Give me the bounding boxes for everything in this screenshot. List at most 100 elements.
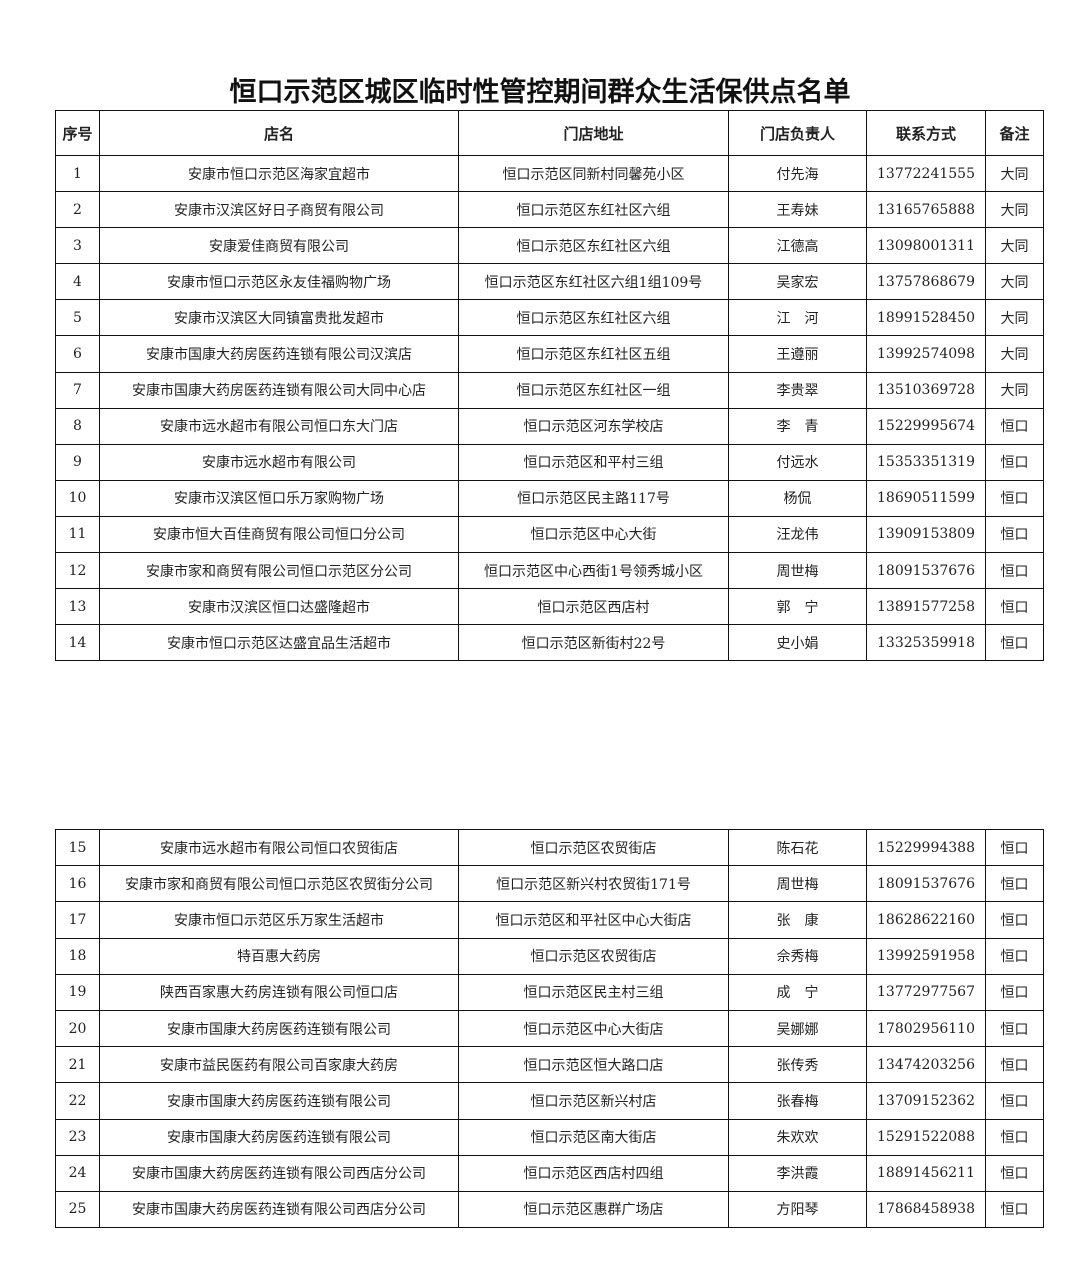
table-cell: 李贵翠 <box>728 371 867 409</box>
table-cell: 恒口 <box>985 865 1044 903</box>
table-cell: 佘秀梅 <box>728 937 867 975</box>
table-cell: 大同 <box>985 227 1044 265</box>
table-cell: 恒口示范区西店村四组 <box>458 1154 729 1192</box>
table-cell: 江 河 <box>728 299 867 337</box>
table-cell: 13909153809 <box>866 515 986 554</box>
table-cell: 恒口示范区新街村22号 <box>458 624 729 662</box>
table-cell: 恒口示范区新兴村农贸街171号 <box>458 865 729 903</box>
table-cell: 恒口示范区中心大街店 <box>458 1009 729 1048</box>
table-cell: 17802956110 <box>866 1009 986 1048</box>
table-cell: 16 <box>55 865 100 903</box>
table-cell: 25 <box>55 1190 100 1229</box>
table-row: 25 安康市国康大药房医药连锁有限公司西店分公司 恒口示范区惠群广场店 方阳琴 1786… <box>55 1190 1044 1229</box>
table-cell: 安康市汉滨区好日子商贸有限公司 <box>99 191 459 229</box>
table-row: 20 安康市国康大药房医药连锁有限公司 恒口示范区中心大街店 吴娜娜 178029561… <box>55 1009 1044 1048</box>
header-cell: 门店地址 <box>458 110 729 156</box>
table-cell: 恒口示范区和平社区中心大街店 <box>458 901 729 939</box>
table-cell: 恒口 <box>985 1046 1044 1084</box>
table-cell: 21 <box>55 1046 100 1084</box>
table-cell: 18991528450 <box>866 299 986 337</box>
table-cell: 安康市家和商贸有限公司恒口示范区分公司 <box>99 552 459 590</box>
table-cell: 安康市国康大药房医药连锁有限公司西店分公司 <box>99 1190 459 1229</box>
table-cell: 15291522088 <box>866 1118 986 1156</box>
table-cell: 恒口 <box>985 407 1044 445</box>
table-cell: 恒口 <box>985 901 1044 939</box>
table-row: 12 安康市家和商贸有限公司恒口示范区分公司 恒口示范区中心西街1号领秀城小区 周世梅… <box>55 552 1044 590</box>
table-cell: 20 <box>55 1009 100 1048</box>
table-cell: 安康市恒口示范区乐万家生活超市 <box>99 901 459 939</box>
table-cell: 李洪霞 <box>728 1154 867 1192</box>
table-cell: 恒口示范区西店村 <box>458 588 729 626</box>
table-row: 10 安康市汉滨区恒口乐万家购物广场 恒口示范区民主路117号 杨侃 186905115… <box>55 479 1044 517</box>
table-cell: 13992574098 <box>866 335 986 373</box>
table-cell: 付先海 <box>728 154 867 193</box>
table-cell: 恒口 <box>985 443 1044 481</box>
table-cell: 特百惠大药房 <box>99 937 459 975</box>
table-cell: 恒口示范区和平村三组 <box>458 443 729 481</box>
table-cell: 恒口 <box>985 515 1044 554</box>
table-cell: 恒口示范区农贸街店 <box>458 828 729 867</box>
table-cell: 史小娟 <box>728 624 867 662</box>
table-cell: 大同 <box>985 335 1044 373</box>
table-cell: 安康市恒口示范区永友佳福购物广场 <box>99 263 459 301</box>
table-cell: 江德高 <box>728 227 867 265</box>
table-cell: 大同 <box>985 263 1044 301</box>
table-cell: 13891577258 <box>866 588 986 626</box>
table-cell: 18091537676 <box>866 865 986 903</box>
table-cell: 恒口 <box>985 1082 1044 1120</box>
table-cell: 汪龙伟 <box>728 515 867 554</box>
table-cell: 18091537676 <box>866 552 986 590</box>
table-cell: 恒口示范区东红社区六组 <box>458 299 729 337</box>
table-cell: 李 青 <box>728 407 867 445</box>
table-row: 24 安康市国康大药房医药连锁有限公司西店分公司 恒口示范区西店村四组 李洪霞 1889… <box>55 1154 1044 1192</box>
table-cell: 恒口示范区民主村三组 <box>458 973 729 1011</box>
table-cell: 1 <box>55 154 100 193</box>
table-cell: 安康市恒口示范区海家宜超市 <box>99 154 459 193</box>
table-cell: 安康市益民医药有限公司百家康大药房 <box>99 1046 459 1084</box>
table-cell: 13709152362 <box>866 1082 986 1120</box>
table-row: 5 安康市汉滨区大同镇富贵批发超市 恒口示范区东红社区六组江 河 1899152845… <box>55 299 1044 337</box>
table-row: 17 安康市恒口示范区乐万家生活超市 恒口示范区和平社区中心大街店张 康 186286… <box>55 901 1044 939</box>
table-cell: 安康市家和商贸有限公司恒口示范区农贸街分公司 <box>99 865 459 903</box>
table-cell: 恒口示范区中心西街1号领秀城小区 <box>458 552 729 590</box>
table-cell: 安康市国康大药房医药连锁有限公司大同中心店 <box>99 371 459 409</box>
table-cell: 恒口示范区东红社区五组 <box>458 335 729 373</box>
table-cell: 13772241555 <box>866 154 986 193</box>
table-cell: 6 <box>55 335 100 373</box>
table-row: 19 陕西百家惠大药房连锁有限公司恒口店 恒口示范区民主村三组成 宁 13772977… <box>55 973 1044 1011</box>
table-cell: 周世梅 <box>728 552 867 590</box>
table-cell: 恒口 <box>985 552 1044 590</box>
table-cell: 恒口 <box>985 479 1044 517</box>
table-row: 4 安康市恒口示范区永友佳福购物广场 恒口示范区东红社区六组1组109号 吴家宏 137… <box>55 263 1044 301</box>
table-cell: 恒口示范区南大街店 <box>458 1118 729 1156</box>
table-cell: 10 <box>55 479 100 517</box>
table-cell: 安康市国康大药房医药连锁有限公司 <box>99 1118 459 1156</box>
table-cell: 大同 <box>985 299 1044 337</box>
table-cell: 陈石花 <box>728 828 867 867</box>
table-cell: 恒口 <box>985 937 1044 975</box>
table-cell: 19 <box>55 973 100 1011</box>
table-row: 16 安康市家和商贸有限公司恒口示范区农贸街分公司 恒口示范区新兴村农贸街171号周… <box>55 865 1044 903</box>
table-cell: 恒口示范区民主路117号 <box>458 479 729 517</box>
table-row: 21 安康市益民医药有限公司百家康大药房 恒口示范区恒大路口店 张传秀 13474203… <box>55 1046 1044 1084</box>
table-cell: 大同 <box>985 371 1044 409</box>
table-row: 18 特百惠大药房 恒口示范区农贸街店 佘秀梅 13992591958 恒口 <box>55 937 1044 975</box>
table-cell: 13165765888 <box>866 191 986 229</box>
table-cell: 18891456211 <box>866 1154 986 1192</box>
table-cell: 恒口 <box>985 624 1044 662</box>
table-cell: 11 <box>55 515 100 554</box>
table-cell: 安康市汉滨区恒口达盛隆超市 <box>99 588 459 626</box>
table-cell: 安康市国康大药房医药连锁有限公司汉滨店 <box>99 335 459 373</box>
table-cell: 杨侃 <box>728 479 867 517</box>
header-cell: 联系方式 <box>866 110 986 156</box>
table-cell: 7 <box>55 371 100 409</box>
table-cell: 17 <box>55 901 100 939</box>
table: 序号 店名 门店地址 门店负责人 联系方式 备注 1 安康市恒口示范区海家宜超市 恒口示范区同新… <box>55 110 1044 662</box>
table-cell: 恒口示范区东红社区六组 <box>458 227 729 265</box>
table-cell: 13 <box>55 588 100 626</box>
table-cell: 恒口示范区新兴村店 <box>458 1082 729 1120</box>
table-cell: 9 <box>55 443 100 481</box>
table-cell: 15353351319 <box>866 443 986 481</box>
header-cell: 备注 <box>985 110 1044 156</box>
